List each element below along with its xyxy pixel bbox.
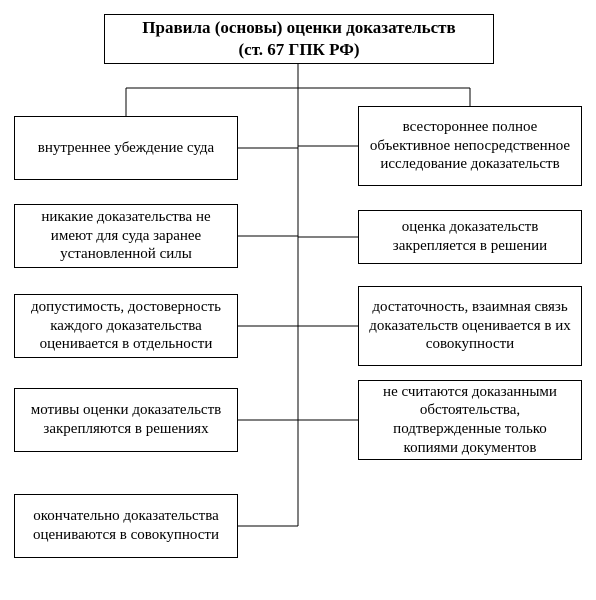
node-r1: всестороннее полное объективное непосред… (358, 106, 582, 186)
node-l2-text: никакие доказательства не имеют для суда… (21, 208, 231, 264)
node-r2: оценка доказательств закрепляется в реше… (358, 210, 582, 264)
node-r2-text: оценка доказательств закрепляется в реше… (365, 218, 575, 256)
node-l3-text: допустимость, достоверность каждого дока… (21, 298, 231, 354)
node-l5-text: окончательно доказательства оцениваются … (21, 507, 231, 545)
title-line1: Правила (основы) оценки доказательств (142, 17, 455, 39)
node-l1: внутреннее убеждение суда (14, 116, 238, 180)
title-line2: (ст. 67 ГПК РФ) (142, 39, 455, 61)
node-l1-text: внутреннее убеждение суда (38, 139, 214, 158)
node-r4: не считаются доказанными обстоятельства,… (358, 380, 582, 460)
node-l3: допустимость, достоверность каждого дока… (14, 294, 238, 358)
node-l5: окончательно доказательства оцениваются … (14, 494, 238, 558)
node-l4: мотивы оценки доказательств закрепляются… (14, 388, 238, 452)
diagram-title: Правила (основы) оценки доказательств (с… (104, 14, 494, 64)
node-r4-text: не считаются доказанными обстоятельства,… (365, 383, 575, 458)
node-l4-text: мотивы оценки доказательств закрепляются… (21, 401, 231, 439)
node-r3: достаточность, взаимная связь доказатель… (358, 286, 582, 366)
node-r3-text: достаточность, взаимная связь доказатель… (365, 298, 575, 354)
node-l2: никакие доказательства не имеют для суда… (14, 204, 238, 268)
node-r1-text: всестороннее полное объективное непосред… (365, 118, 575, 174)
